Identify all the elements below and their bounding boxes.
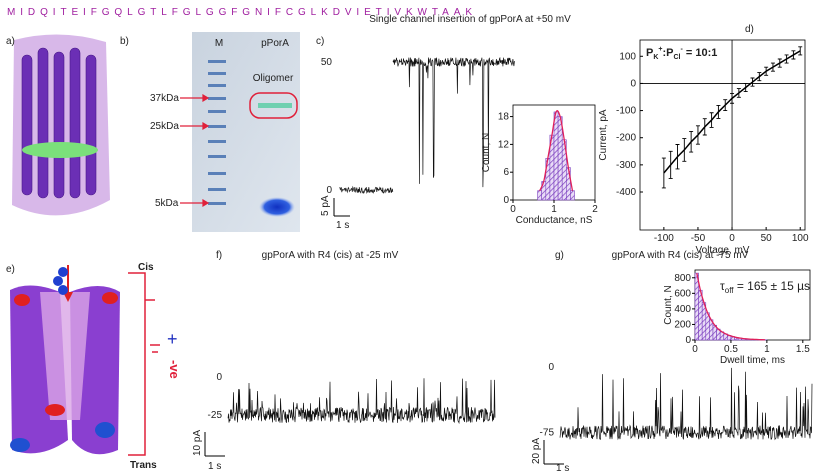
plot-frame <box>639 39 806 231</box>
scale-label: 1 s <box>336 220 349 231</box>
x-axis-label: Voltage, mV <box>696 245 750 256</box>
scale-label: 5 pA <box>320 195 331 216</box>
histogram-bar <box>694 272 699 341</box>
panel-label: c) <box>316 36 324 47</box>
y-axis-label: Count, N <box>481 133 492 172</box>
histogram-bar <box>557 116 563 201</box>
x-tick-label: 1 <box>764 344 770 355</box>
y-tick-label: 0 <box>326 185 332 196</box>
oligomer-band <box>258 103 292 108</box>
x-tick-label: 0.5 <box>724 344 738 355</box>
x-tick-label: -100 <box>654 233 674 244</box>
x-tick-label: 1.5 <box>796 344 810 355</box>
current-trace <box>339 185 394 195</box>
y-tick-label: 0 <box>685 335 691 346</box>
y-tick-label: -400 <box>616 187 636 198</box>
annotation-part: off <box>725 286 735 295</box>
y-tick-label: 800 <box>674 273 691 284</box>
y-tick-label: 0 <box>548 362 554 373</box>
panel-label: g) <box>555 250 564 261</box>
plus-sign: + <box>167 329 178 349</box>
annotation-part: τ <box>720 279 725 293</box>
histogram-bar <box>553 111 559 201</box>
y-tick-label: -200 <box>616 133 636 144</box>
y-tick-label: 100 <box>619 51 636 62</box>
panel-title: Single channel insertion of gpPorA at +5… <box>369 14 571 25</box>
scale-label: 20 pA <box>531 438 542 464</box>
protein-surface-e <box>10 265 160 456</box>
y-tick-label: -100 <box>616 106 636 117</box>
panel-label: f) <box>216 250 222 261</box>
y-axis-label: Current, pA <box>598 109 609 160</box>
y-tick-label: 400 <box>674 304 691 315</box>
fit-curve <box>696 272 766 341</box>
ladder <box>208 60 226 205</box>
y-tick-label: 0 <box>630 78 636 89</box>
panel-label: e) <box>6 264 15 275</box>
y-tick-label: -75 <box>540 427 555 438</box>
y-tick-label: 50 <box>321 57 333 68</box>
annotation: Oligomer <box>253 73 294 84</box>
annotation-part: - <box>681 46 684 53</box>
trans-label: Trans <box>130 460 157 471</box>
x-tick-label: 0 <box>692 344 698 355</box>
annotation-part: Cl <box>674 54 681 61</box>
x-tick-label: 50 <box>761 233 773 244</box>
y-tick-label: 200 <box>674 319 691 330</box>
y-tick-label: 0 <box>503 195 509 206</box>
scale-label: 10 pA <box>192 430 203 456</box>
fit-annotation: τoff = 165 ± 15 µs <box>720 279 810 295</box>
y-axis-label: Count, N <box>663 285 674 324</box>
lane-label: pPorA <box>261 38 289 49</box>
x-tick-label: 1 <box>551 204 557 215</box>
current-trace <box>559 367 813 441</box>
annotation-part: = 10:1 <box>683 47 718 59</box>
arrows <box>180 93 210 208</box>
annotation-part: K <box>653 54 658 61</box>
highlight <box>249 92 298 119</box>
marker-label: 37kDa <box>150 93 179 104</box>
y-tick-label: 0 <box>216 372 222 383</box>
cis-label: Cis <box>138 262 154 273</box>
x-axis-label: Conductance, nS <box>516 215 593 226</box>
panel-title: gpPorA with R4 (cis) at -25 mV <box>262 250 399 261</box>
minus-label: -ve <box>167 360 182 379</box>
panel-label: a) <box>6 36 15 47</box>
y-tick-label: 6 <box>503 167 509 178</box>
iv-line <box>663 50 801 174</box>
x-tick-label: -50 <box>691 233 706 244</box>
lane-label: M <box>215 38 223 49</box>
x-axis-label: Dwell time, ms <box>720 355 785 366</box>
x-tick-label: 0 <box>729 233 735 244</box>
permeability-annotation: PK+:PCl- = 10:1 <box>646 46 717 61</box>
y-tick-label: -300 <box>616 160 636 171</box>
panel-label: d) <box>745 24 754 35</box>
y-tick-label: 600 <box>674 288 691 299</box>
annotation-part: :P <box>663 47 674 59</box>
monomer-band <box>259 197 295 217</box>
marker-label: 5kDa <box>155 198 179 209</box>
y-tick-label: 18 <box>498 112 510 123</box>
protein-structure-a <box>12 34 110 216</box>
annotation-part: + <box>658 46 662 53</box>
x-tick-label: 0 <box>510 204 516 215</box>
histogram-bar <box>698 289 703 341</box>
y-tick-label: 12 <box>498 139 510 150</box>
annotation-part: P <box>646 47 653 59</box>
histogram-bar <box>537 190 542 201</box>
y-tick-label: -25 <box>208 410 223 421</box>
current-trace <box>227 378 496 425</box>
fit-curve <box>539 110 574 192</box>
current-trace <box>392 56 515 188</box>
panel-label: b) <box>120 36 129 47</box>
panel-title: gpPorA with R4 (cis) at -75 mV <box>612 250 749 261</box>
x-tick-label: 2 <box>592 204 598 215</box>
annotation-part: = 165 ± 15 µs <box>734 279 811 293</box>
histogram-bar <box>570 190 575 201</box>
scale-label: 1 s <box>208 461 221 472</box>
marker-label: 25kDa <box>150 121 179 132</box>
scale-label: 1 s <box>556 463 569 474</box>
x-tick-label: 100 <box>792 233 809 244</box>
